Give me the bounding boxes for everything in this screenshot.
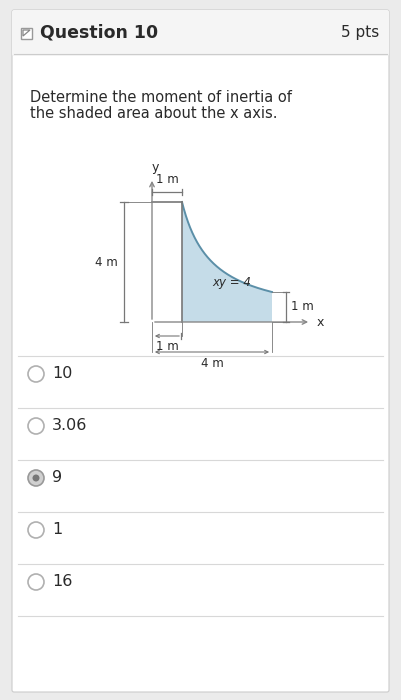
- Circle shape: [28, 366, 44, 382]
- Text: 4 m: 4 m: [200, 357, 223, 370]
- Text: 1 m: 1 m: [156, 340, 178, 353]
- Text: y: y: [151, 161, 159, 174]
- Text: 9: 9: [52, 470, 62, 486]
- Text: 1 m: 1 m: [291, 300, 314, 314]
- Text: Question 10: Question 10: [40, 24, 158, 42]
- Circle shape: [28, 470, 44, 486]
- Text: the shaded area about the x axis.: the shaded area about the x axis.: [30, 106, 277, 121]
- FancyBboxPatch shape: [12, 10, 389, 56]
- Circle shape: [32, 475, 40, 482]
- Text: 3.06: 3.06: [52, 419, 87, 433]
- Text: 4 m: 4 m: [95, 256, 118, 269]
- Bar: [20, 27, 32, 38]
- Text: xy = 4: xy = 4: [212, 276, 251, 289]
- Polygon shape: [182, 202, 272, 322]
- Text: 16: 16: [52, 575, 72, 589]
- Text: Determine the moment of inertia of: Determine the moment of inertia of: [30, 90, 292, 105]
- Text: 10: 10: [52, 367, 72, 382]
- Text: 1: 1: [52, 522, 62, 538]
- Circle shape: [28, 522, 44, 538]
- Text: 5 pts: 5 pts: [341, 25, 379, 41]
- Circle shape: [28, 418, 44, 434]
- Circle shape: [28, 574, 44, 590]
- FancyBboxPatch shape: [12, 10, 389, 692]
- Text: 1 m: 1 m: [156, 173, 178, 186]
- Text: x: x: [317, 316, 324, 328]
